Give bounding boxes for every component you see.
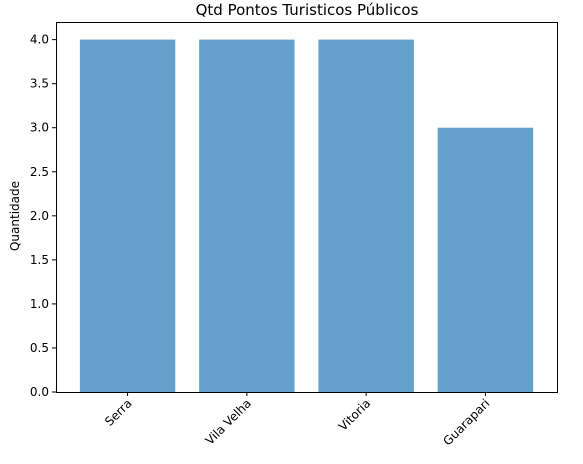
bars-group [79,39,534,392]
y-tick-label: 2.0 [30,209,49,223]
y-tick-label: 1.5 [30,253,49,267]
y-tick-label: 0.0 [30,385,49,399]
x-tick-label: Guarapari [440,396,492,448]
y-tick-label: 3.5 [30,77,49,91]
bar-vila-velha [199,39,295,392]
bar-guarapari [437,127,534,392]
y-axis-ticks: 0.0 0.5 1.0 1.5 2.0 2.5 3.0 3.5 4.0 [30,33,56,399]
y-tick-label: 2.5 [30,165,49,179]
chart-title: Qtd Pontos Turisticos Públicos [196,1,419,19]
bar-vitoria [318,39,414,392]
plot-frame [56,22,558,393]
y-tick-label: 0.5 [30,341,49,355]
y-tick-label: 4.0 [30,33,49,47]
y-tick-label: 3.0 [30,121,49,135]
y-axis-label: Quantidade [8,181,22,251]
bar-serra [79,39,176,392]
y-tick-label: 1.0 [30,297,49,311]
x-axis-ticks: Serra Vila Velha Vitoria Guarapari [102,392,493,448]
x-tick-label: Serra [102,396,135,429]
x-tick-label: Vitoria [336,396,373,433]
x-tick-label: Vila Velha [203,396,254,447]
